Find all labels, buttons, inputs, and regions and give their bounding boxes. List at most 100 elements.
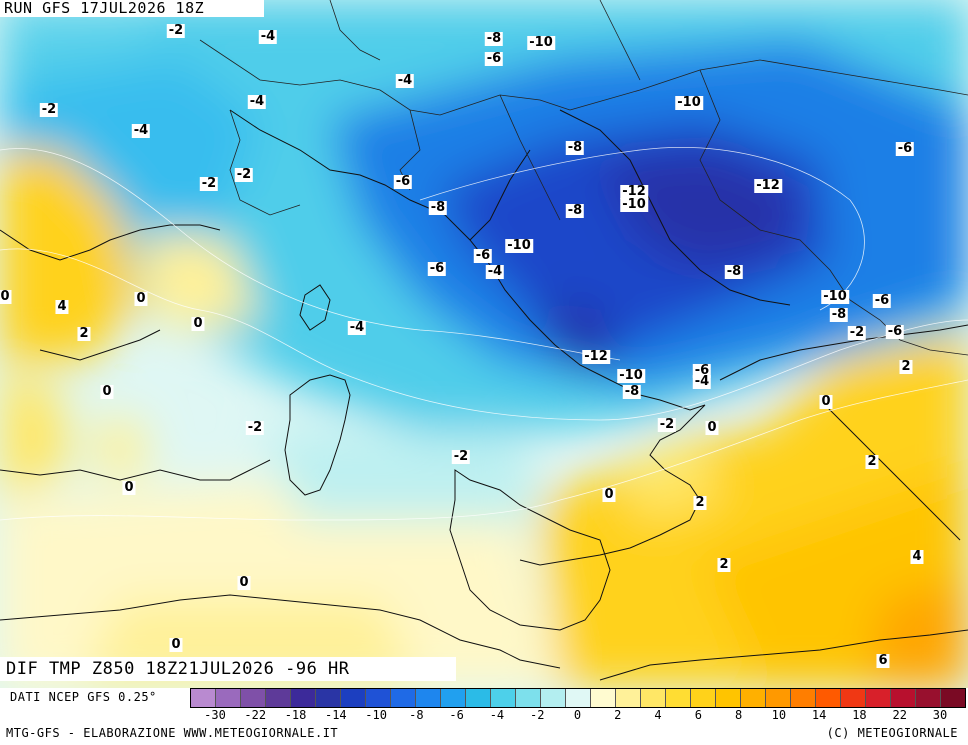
isoline-label: 0 (122, 480, 136, 495)
color-scale-tick-label: 18 (852, 708, 867, 722)
color-scale-tick-label: 14 (811, 708, 827, 722)
color-scale-tick-label: -2 (529, 708, 545, 722)
isoline-label: -4 (692, 374, 712, 389)
isoline-label: -6 (427, 261, 447, 276)
color-scale-cell (466, 689, 491, 707)
color-scale-cell (916, 689, 941, 707)
isoline-label: -4 (485, 264, 505, 279)
temperature-anomaly-map: -2 -4 -8 -10 -6 -4 -4 -2 -10 -4 -8 -6 -2 -2 -6 -12 -12 -1… (0, 0, 968, 688)
isoline-label: -10 (617, 368, 645, 383)
color-scale-cell (616, 689, 641, 707)
isoline-label: -2 (234, 167, 254, 182)
color-scale-cell (266, 689, 291, 707)
color-scale-tick-label: -8 (409, 708, 424, 722)
isoline-label: -8 (724, 264, 744, 279)
product-title: DIF TMP Z850 18Z21JUL2026 -96 HR (0, 657, 456, 681)
isoline-label: -4 (247, 94, 267, 109)
color-scale-cell (191, 689, 216, 707)
isoline-label: 0 (705, 420, 719, 435)
isoline-label: -4 (347, 320, 367, 335)
isoline-label: -10 (527, 35, 555, 50)
color-scale-tick-label: -4 (489, 708, 505, 722)
color-scale-cell (516, 689, 541, 707)
color-scale-cell (741, 689, 766, 707)
isoline-label: 2 (717, 557, 731, 572)
color-scale-cell (441, 689, 466, 707)
isoline-label: -8 (565, 140, 585, 155)
isoline-label: -6 (872, 293, 892, 308)
isoline-label: 2 (77, 326, 91, 341)
isoline-label: -6 (393, 174, 413, 189)
color-scale-tick-label: -14 (324, 708, 347, 722)
color-scale-cell (941, 689, 965, 707)
isoline-label: 2 (899, 359, 913, 374)
color-scale-tick-label: 6 (694, 708, 702, 722)
isoline-label: 0 (100, 384, 114, 399)
color-scale-tick-label: 8 (734, 708, 743, 722)
isoline-label: 2 (865, 454, 879, 469)
isoline-label: -6 (885, 324, 905, 339)
isoline-label: -8 (829, 307, 849, 322)
run-title: RUN GFS 17JUL2026 18Z (0, 0, 264, 17)
color-scale-cell (316, 689, 341, 707)
color-scale-cell (716, 689, 741, 707)
color-scale-cell (541, 689, 566, 707)
isoline-label: -8 (622, 384, 642, 399)
color-scale-tick-label: -22 (244, 708, 267, 722)
color-scale-cell (491, 689, 516, 707)
isoline-label: -10 (675, 95, 703, 110)
isoline-label: 0 (602, 487, 616, 502)
isoline-label: -10 (620, 197, 648, 212)
color-scale-tick-label: 4 (654, 708, 662, 722)
isoline-label: -4 (258, 29, 278, 44)
color-scale-tick-label: 0 (573, 708, 582, 722)
color-scale-cell (691, 689, 716, 707)
color-scale-cell (591, 689, 616, 707)
color-scale-cell (341, 689, 366, 707)
color-scale-cell (866, 689, 891, 707)
isoline-label: -2 (245, 420, 265, 435)
isoline-label: -6 (895, 141, 915, 156)
footer-credits: MTG-GFS - ELABORAZIONE WWW.METEOGIORNALE… (6, 726, 339, 740)
isotherms (0, 147, 968, 521)
isoline-label: -12 (620, 184, 648, 199)
isoline-label: 0 (191, 316, 205, 331)
color-scale-cell (241, 689, 266, 707)
color-scale-cell (641, 689, 666, 707)
isoline-label: -2 (657, 417, 677, 432)
color-scale-cell (791, 689, 816, 707)
isoline-label: 0 (169, 637, 183, 652)
isoline-label: -2 (847, 325, 867, 340)
color-scale-tick-label: -30 (204, 708, 226, 722)
isoline-label: -8 (484, 31, 504, 46)
isoline-label: -2 (39, 102, 59, 117)
isoline-label: -4 (131, 123, 151, 138)
color-scale-tick-label: -6 (449, 708, 464, 722)
map-shading (0, 0, 968, 688)
isoline-label: -2 (199, 176, 219, 191)
isoline-label: -8 (565, 203, 585, 218)
color-scale-tick-label: 10 (771, 708, 787, 722)
isoline-label: -6 (692, 363, 712, 378)
color-scale-tick-label: -18 (284, 708, 307, 722)
isoline-label: 0 (0, 289, 12, 304)
color-scale-cell (416, 689, 441, 707)
color-scale-cell (666, 689, 691, 707)
isoline-label: 0 (134, 291, 148, 306)
color-scale-tick-label: 30 (932, 708, 948, 722)
isoline-label: 2 (693, 495, 707, 510)
color-scale-cell (291, 689, 316, 707)
color-scale-cell (841, 689, 866, 707)
isoline-label: 6 (876, 653, 890, 668)
isoline-label: -10 (821, 289, 849, 304)
color-scale-cell (366, 689, 391, 707)
isoline-label: -2 (451, 449, 471, 464)
isoline-label: 0 (237, 575, 251, 590)
isoline-label: 4 (55, 299, 69, 314)
isoline-label: 0 (819, 394, 833, 409)
isoline-label: -8 (428, 200, 448, 215)
color-scale-cell (216, 689, 241, 707)
isoline-label: -6 (473, 248, 493, 263)
isoline-label: 4 (910, 549, 924, 564)
color-scale-cell (566, 689, 591, 707)
